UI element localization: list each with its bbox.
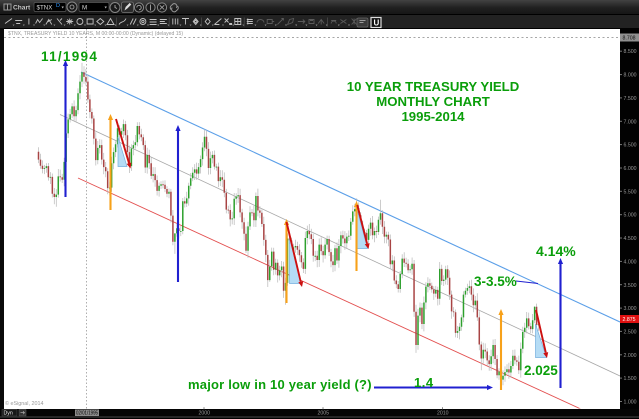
svg-text:8.000: 8.000 — [624, 73, 637, 79]
svg-text:02/01/1995: 02/01/1995 — [76, 411, 98, 417]
svg-text:2.500: 2.500 — [624, 329, 637, 335]
svg-text:3.500: 3.500 — [624, 283, 637, 289]
svg-text:M: M — [82, 4, 87, 11]
svg-text:D: D — [56, 3, 60, 9]
svg-text:© eSignal, 2014: © eSignal, 2014 — [5, 400, 43, 407]
svg-text:1.500: 1.500 — [624, 376, 637, 382]
svg-text:2.000: 2.000 — [624, 353, 637, 359]
svg-text:2000: 2000 — [199, 411, 211, 417]
svg-text:4.500: 4.500 — [624, 236, 637, 242]
svg-text:8.500: 8.500 — [624, 49, 637, 55]
svg-text:3.000: 3.000 — [624, 306, 637, 312]
svg-text:5.000: 5.000 — [624, 213, 637, 219]
svg-text:7.500: 7.500 — [624, 96, 637, 102]
svg-text:$TNX, TREASURY YIELD 10 YEARS,: $TNX, TREASURY YIELD 10 YEARS, M 00:00-0… — [8, 31, 183, 37]
svg-text:2010: 2010 — [437, 411, 449, 417]
svg-text:4.000: 4.000 — [624, 259, 637, 265]
svg-text:Chart: Chart — [13, 5, 31, 12]
svg-text:8.708: 8.708 — [623, 36, 636, 42]
svg-text:7.000: 7.000 — [624, 119, 637, 125]
svg-text:6.500: 6.500 — [624, 143, 637, 149]
svg-text:2.875: 2.875 — [623, 317, 636, 323]
svg-text:2005: 2005 — [318, 411, 330, 417]
svg-text:Dyn: Dyn — [4, 411, 13, 417]
svg-text:U: U — [374, 19, 380, 28]
svg-text:$TNX: $TNX — [37, 4, 53, 11]
svg-text:6.000: 6.000 — [624, 166, 637, 172]
svg-text:5.500: 5.500 — [624, 189, 637, 195]
svg-text:1.000: 1.000 — [624, 400, 637, 406]
